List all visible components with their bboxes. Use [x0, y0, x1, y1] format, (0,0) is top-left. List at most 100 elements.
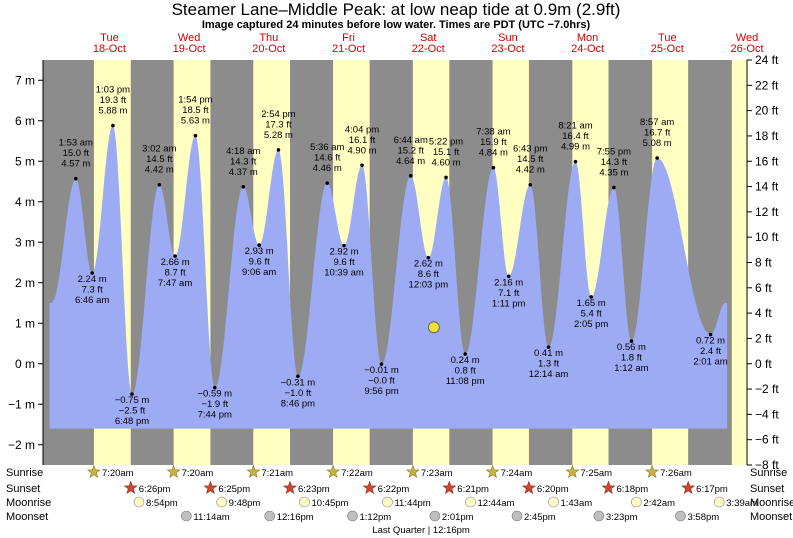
moonrise-time: 11:44pm	[394, 498, 430, 509]
tide-label: 2.93 m	[245, 246, 274, 257]
astronomy-rows: Sunrise Sunrise Sunset Sunset Moonrise Moonri…	[6, 464, 793, 536]
tide-label: 2.16 m	[494, 277, 523, 288]
chart-subtitle: Image captured 24 minutes before low wat…	[202, 19, 591, 31]
tide-label: 14.6 ft	[314, 153, 341, 164]
sunrise-time: 7:24am	[501, 468, 533, 479]
tide-label: 2.4 ft	[700, 346, 721, 357]
sunset-icon	[601, 480, 616, 495]
sunset-icon	[521, 480, 536, 495]
tide-label: 0.41 m	[534, 348, 563, 359]
moonset-time: 2:01pm	[442, 512, 474, 523]
tide-label: 1:03 pm	[96, 85, 130, 96]
tide-point	[296, 374, 300, 379]
tide-label: 0.56 m	[617, 342, 646, 353]
tide-label: 2.92 m	[330, 246, 359, 257]
tide-point	[426, 255, 431, 260]
tide-label: −0.31 m	[281, 377, 316, 388]
tide-label: 10:39 am	[324, 267, 364, 278]
moonset-time: 12:16pm	[277, 512, 314, 523]
moonset-icon	[675, 510, 686, 522]
moonrise-time: 2:42am	[643, 498, 675, 509]
tide-label: 4.46 m	[313, 163, 342, 174]
tide-label: 9.6 ft	[333, 257, 354, 268]
moonrise-time: 3:39am	[726, 498, 758, 509]
tide-label: 14.5 ft	[146, 154, 173, 165]
m-tick-label: 0 m	[15, 357, 35, 371]
day-date: 22-Oct	[412, 43, 445, 55]
tide-point	[546, 345, 551, 349]
tide-label: 9:06 am	[242, 267, 276, 278]
sunset-time: 6:17pm	[696, 484, 728, 495]
moonrise-icon	[548, 496, 559, 508]
tide-label: 1.8 ft	[621, 353, 642, 364]
sunset-time: 6:20pm	[537, 484, 569, 495]
tide-point	[506, 274, 511, 279]
ft-tick-label: 6 ft	[755, 281, 772, 295]
tide-label: 14.3 ft	[230, 156, 257, 167]
moonset-icon	[264, 510, 276, 522]
tide-label: 17.3 ft	[265, 119, 292, 130]
row-label-right: Moonrise	[750, 497, 793, 509]
sunset-icon	[123, 480, 138, 495]
day-name: Tue	[100, 32, 119, 44]
sunrise-time: 7:22am	[341, 468, 373, 479]
tide-point	[74, 176, 78, 181]
tide-label: 9:56 pm	[364, 386, 398, 397]
tide-point	[379, 362, 384, 366]
tide-point	[408, 174, 413, 178]
moonset-time: 2:45pm	[524, 512, 556, 523]
ft-tick-label: 2 ft	[755, 331, 772, 345]
tide-label: 2:54 pm	[261, 109, 295, 120]
tide-label: 15.2 ft	[397, 145, 424, 156]
ft-tick-label: 20 ft	[755, 104, 779, 118]
tide-label: −1.0 ft	[285, 388, 312, 399]
tide-label: 16.1 ft	[349, 135, 376, 146]
tide-label: 15.1 ft	[433, 147, 460, 158]
tide-label: 15.9 ft	[480, 137, 507, 148]
tide-label: 0.72 m	[696, 336, 725, 347]
moonrise-icon	[133, 496, 145, 508]
day-name: Fri	[342, 32, 355, 44]
tide-label: 4.60 m	[432, 157, 461, 168]
sunrise-icon	[565, 464, 580, 479]
sunrise-icon	[166, 464, 181, 479]
tide-label: 5.08 m	[643, 138, 672, 149]
tide-label: 14.3 ft	[601, 157, 628, 168]
m-tick-label: −2 m	[8, 438, 35, 452]
day-date: 21-Oct	[332, 43, 365, 55]
tide-label: 5:22 pm	[429, 136, 463, 147]
tide-label: −0.01 m	[364, 365, 399, 376]
tide-label: 7:55 pm	[597, 147, 631, 158]
ft-tick-label: 22 ft	[755, 78, 779, 92]
tide-label: 9.6 ft	[249, 257, 270, 268]
tide-label: 7:38 am	[476, 127, 510, 138]
moonrise-time: 8:54pm	[146, 498, 178, 509]
moonset-icon	[347, 510, 358, 522]
day-date: 19-Oct	[173, 43, 206, 55]
tide-label: 4.57 m	[61, 159, 90, 170]
tide-point	[360, 163, 364, 168]
tide-point	[629, 339, 634, 343]
tide-label: 8:21 am	[558, 121, 592, 132]
tide-label: 2.62 m	[414, 259, 443, 270]
row-label-right: Sunset	[750, 483, 784, 495]
tide-label: 1:11 pm	[492, 298, 526, 309]
m-tick-label: 5 m	[15, 154, 35, 168]
current-tide-marker	[427, 321, 440, 334]
moonrise-icon	[382, 496, 393, 508]
moonset-time: 3:58pm	[687, 512, 719, 523]
tide-label: 7:44 pm	[198, 410, 232, 421]
tide-label: 2:05 pm	[574, 319, 608, 330]
moonrise-time: 12:44am	[477, 498, 514, 509]
tide-label: 0.8 ft	[455, 366, 476, 377]
moonset-icon	[511, 510, 523, 522]
tide-label: 6:48 pm	[115, 416, 149, 427]
ft-tick-label: 24 ft	[755, 53, 779, 67]
tide-point	[157, 182, 162, 187]
sunrise-time: 7:20am	[182, 468, 214, 479]
sunrise-time: 7:21am	[261, 468, 293, 479]
row-label-right: Moonset	[750, 511, 792, 523]
tide-point	[589, 295, 593, 299]
m-tick-label: 1 m	[15, 316, 35, 330]
